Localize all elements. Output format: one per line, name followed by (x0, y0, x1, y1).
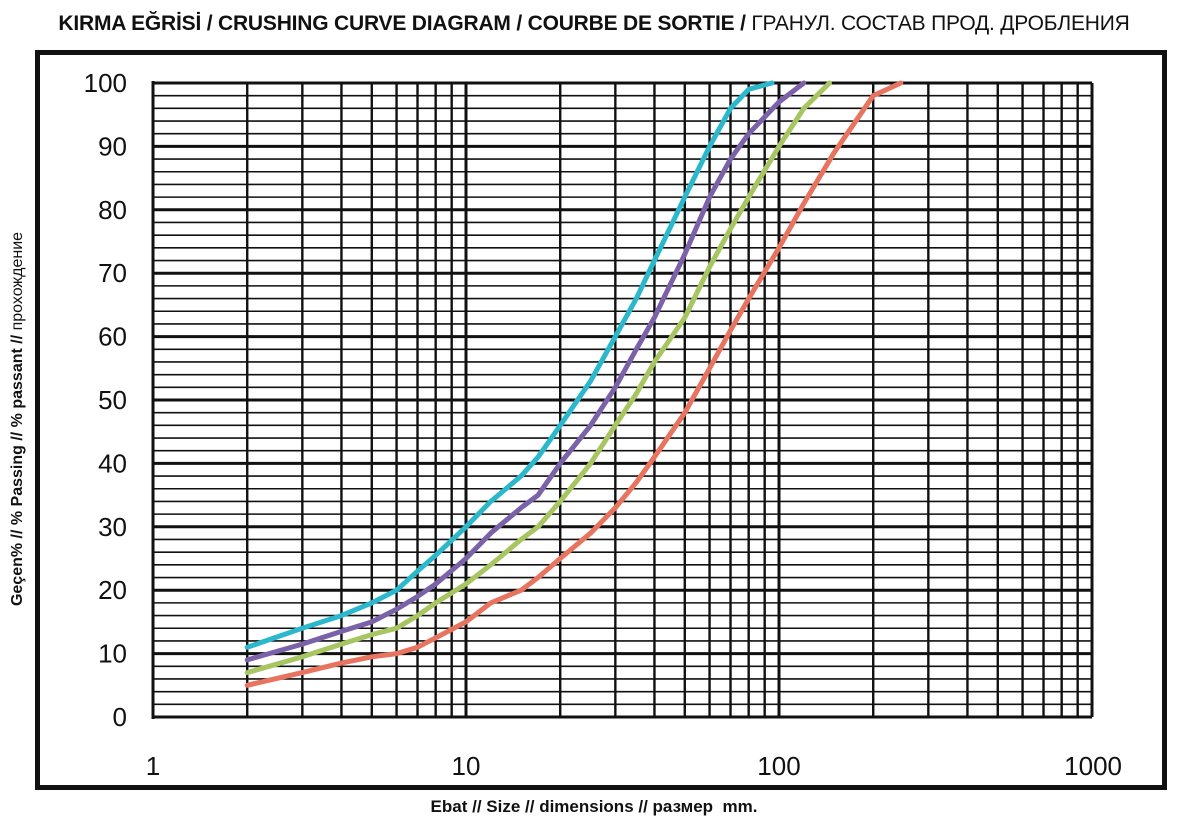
chart-frame (35, 50, 1167, 790)
y-tick-label: 30 (98, 512, 127, 542)
y-tick-label: 40 (98, 448, 127, 478)
series-line-1 (244, 80, 775, 650)
chart-grid (151, 81, 1094, 719)
y-tick-label: 90 (98, 131, 127, 161)
y-tick-label: 20 (98, 575, 127, 605)
y-tick-label: 10 (98, 639, 127, 669)
y-tick-label: 100 (84, 68, 127, 98)
series-line-4 (244, 80, 904, 688)
y-tick-label: 50 (98, 385, 127, 415)
chart-series (244, 80, 904, 688)
chart-title-bold: KIRMA EĞRİSİ / CRUSHING CURVE DIAGRAM / … (58, 12, 746, 35)
y-axis-label-bold: Geçen% // % Passing // % passant // (9, 334, 26, 607)
y-tick-label: 70 (98, 258, 127, 288)
x-tick-label: 1000 (1064, 751, 1122, 781)
y-tick-label: 60 (98, 322, 127, 352)
x-axis-ticks: 1 10 100 1000 (146, 751, 1122, 781)
y-axis-label-russian: прохождение (9, 231, 26, 335)
series-line-3 (244, 80, 832, 676)
y-tick-label: 80 (98, 195, 127, 225)
x-tick-label: 10 (452, 751, 481, 781)
x-axis-label: Ebat // Size // dimensions // размер mm. (430, 797, 758, 816)
x-tick-label: 100 (757, 751, 800, 781)
chart-title: KIRMA EĞRİSİ / CRUSHING CURVE DIAGRAM / … (0, 12, 1188, 36)
chart-title-russian: ГРАНУЛ. СОСТАВ ПРОД. ДРОБЛЕНИЯ (745, 12, 1130, 35)
series-line-2 (244, 80, 807, 663)
y-axis-ticks: 0 10 20 30 40 50 60 70 80 90 100 (84, 68, 127, 732)
x-tick-label: 1 (146, 751, 160, 781)
y-tick-label: 0 (113, 702, 127, 732)
